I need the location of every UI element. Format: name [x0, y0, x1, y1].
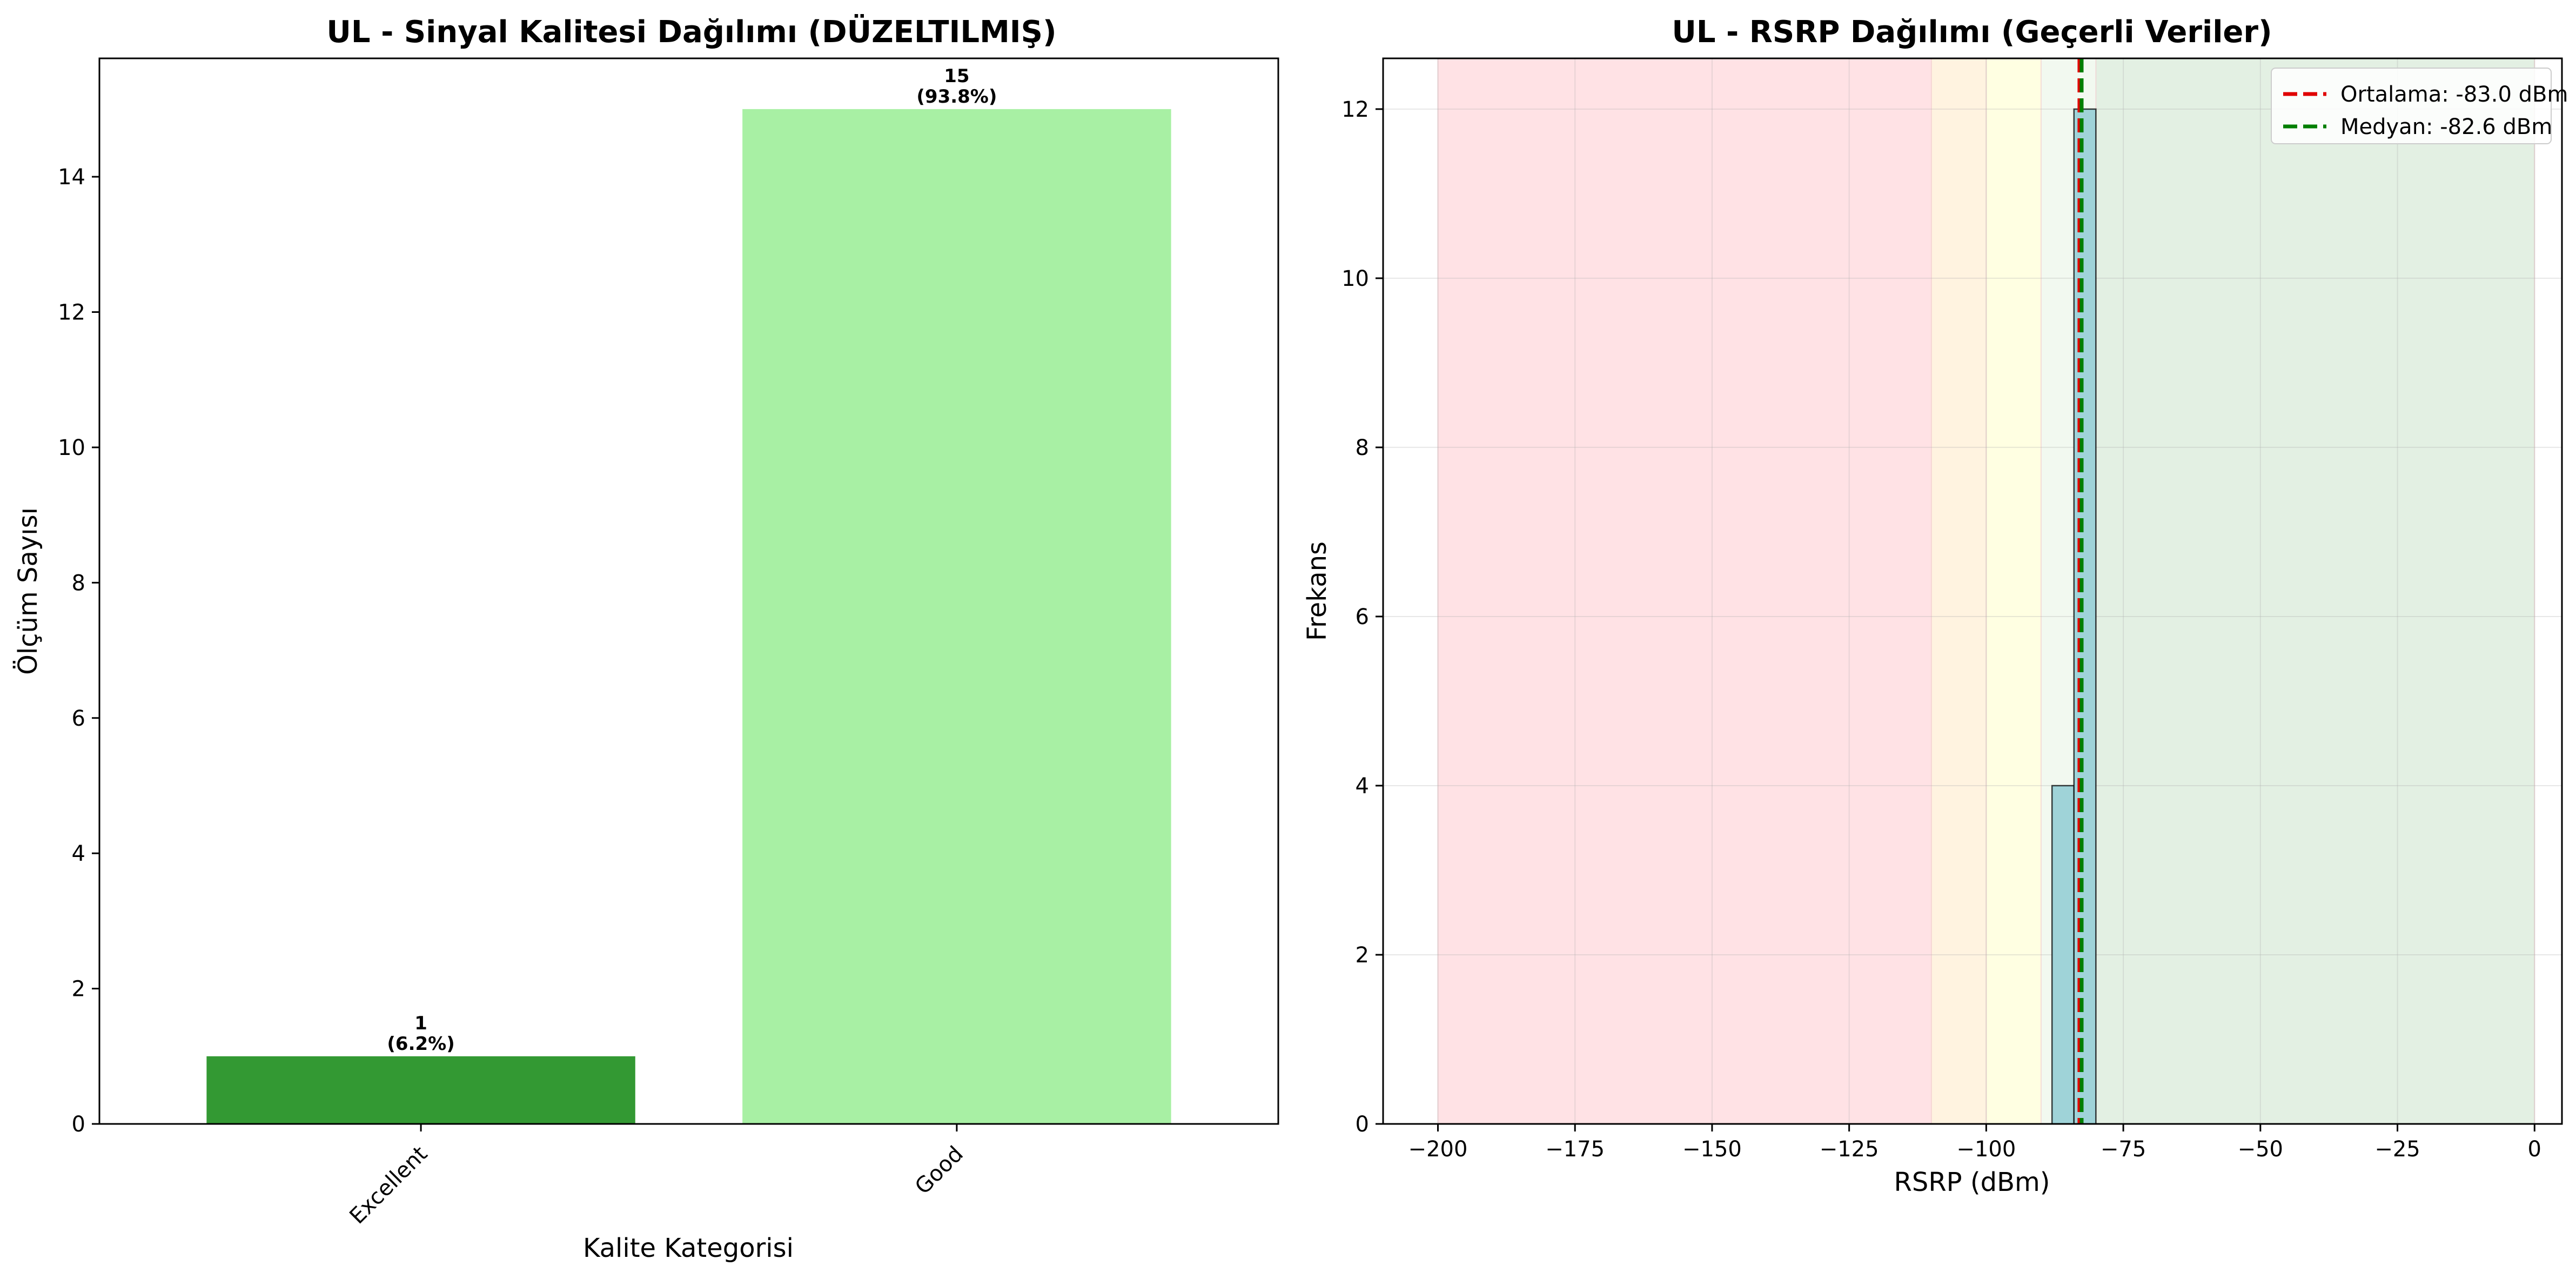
quality-band-1	[1931, 58, 1987, 1124]
histogram-xlabel: RSRP (dBm)	[1894, 1167, 2050, 1197]
y-tick-label: 14	[58, 165, 85, 190]
bar-chart-plot-frame	[98, 57, 1279, 1125]
x-tick-label: −75	[2101, 1137, 2146, 1162]
y-tick-label: 12	[58, 300, 85, 325]
x-tick-label: −25	[2374, 1137, 2420, 1162]
bar-chart-title: UL - Sinyal Kalitesi Dağılımı (DÜZELTILM…	[326, 15, 1056, 50]
x-tick-label: −125	[1820, 1137, 1879, 1162]
y-tick-label: 12	[1341, 97, 1369, 122]
legend-entry-label: Ortalama: -83.0 dBm	[2340, 82, 2568, 107]
x-tick-label: −100	[1956, 1137, 2016, 1162]
x-tick-label: −175	[1545, 1137, 1605, 1162]
legend-box	[2271, 68, 2552, 144]
bar-value-label: 15	[944, 65, 969, 87]
y-tick-label: 4	[72, 841, 85, 866]
quality-bar-chart: UL - Sinyal Kalitesi Dağılımı (DÜZELTILM…	[13, 15, 1279, 1263]
x-tick-label-excellent: Excellent	[345, 1142, 432, 1229]
bar-percent-label: (93.8%)	[916, 86, 997, 108]
legend-entry-label: Medyan: -82.6 dBm	[2340, 115, 2552, 139]
bar-percent-label: (6.2%)	[387, 1033, 454, 1055]
bar-good	[742, 109, 1171, 1124]
y-tick-label: 10	[1341, 266, 1369, 291]
y-tick-label: 2	[72, 977, 85, 1002]
rsrp-histogram-chart: UL - RSRP Dağılımı (Geçerli Veriler) 0 2 4…	[1302, 15, 2568, 1197]
x-tick-label-good: Good	[910, 1142, 968, 1200]
quality-band-0	[1438, 58, 1931, 1124]
bar-value-label: 1	[414, 1013, 427, 1034]
x-tick-label: −150	[1682, 1137, 1742, 1162]
histogram-legend: Ortalama: -83.0 dBm Medyan: -82.6 dBm	[2271, 68, 2568, 144]
y-tick-label: 10	[58, 436, 85, 460]
y-tick-label: 4	[1356, 774, 1369, 799]
y-tick-label: 0	[72, 1112, 85, 1137]
histogram-ylabel: Frekans	[1302, 541, 1332, 641]
quality-band-4	[2096, 58, 2535, 1124]
quality-band-2	[1986, 58, 2041, 1124]
y-tick-label: 2	[1356, 943, 1369, 968]
y-tick-label: 6	[72, 706, 85, 731]
y-tick-label: 0	[1356, 1112, 1369, 1137]
y-tick-label: 6	[1356, 605, 1369, 630]
y-tick-label: 8	[1356, 436, 1369, 460]
histogram-plot-frame	[1382, 57, 2563, 1125]
y-tick-label: 8	[72, 571, 85, 595]
bar-chart-xlabel: Kalite Kategorisi	[583, 1233, 794, 1263]
histogram-title: UL - RSRP Dağılımı (Geçerli Veriler)	[1672, 15, 2272, 50]
x-tick-label: −200	[1408, 1137, 1468, 1162]
histogram-bin-0	[2051, 785, 2075, 1125]
bar-excellent	[206, 1056, 635, 1124]
histogram-bin-1	[2073, 108, 2097, 1125]
x-tick-label: 0	[2528, 1137, 2541, 1162]
bar-chart-ylabel: Ölçüm Sayısı	[13, 507, 43, 675]
x-tick-label: −50	[2238, 1137, 2283, 1162]
